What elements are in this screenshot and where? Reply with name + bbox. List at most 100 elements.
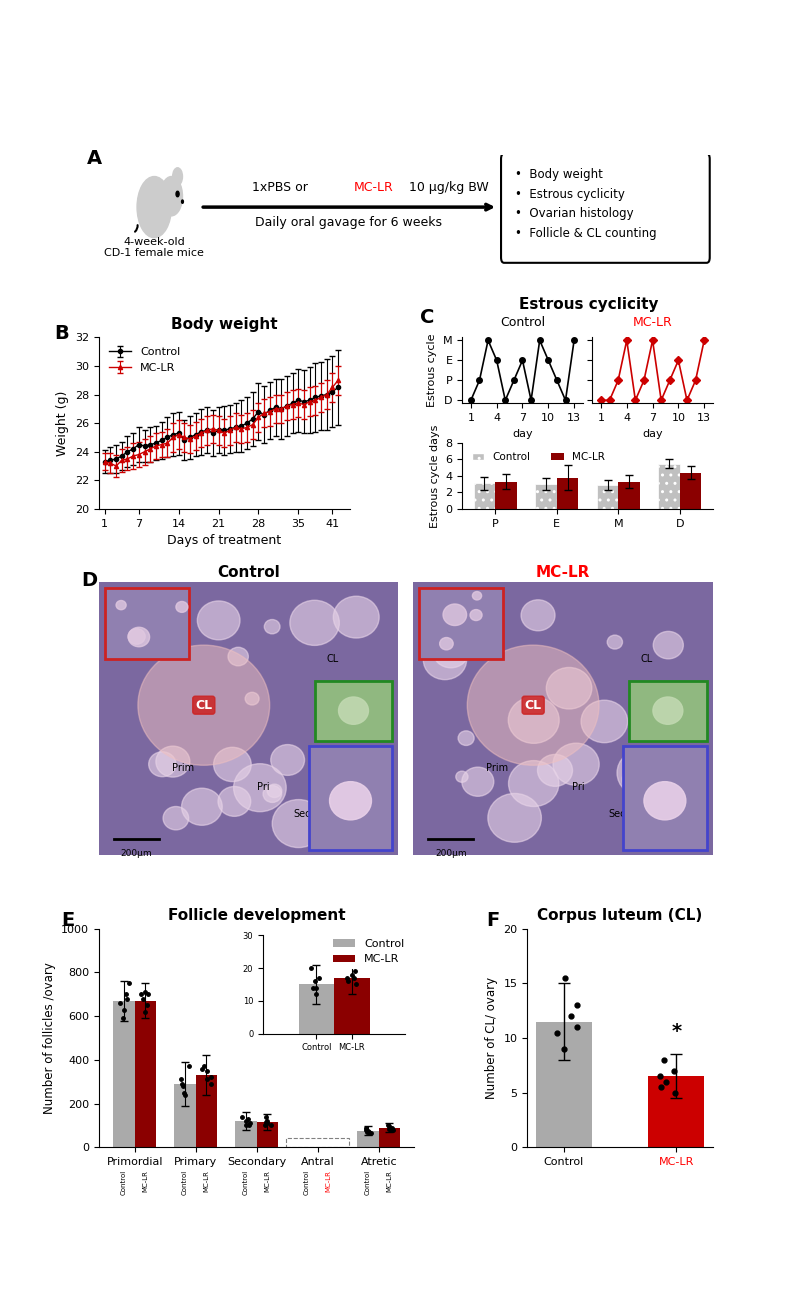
Circle shape [149,751,176,777]
Circle shape [272,799,325,848]
Text: Pri: Pri [257,782,270,793]
Bar [629,681,706,741]
Circle shape [128,628,150,647]
Circle shape [173,168,182,186]
Bar [357,1130,379,1147]
Bar [619,482,640,509]
Bar [535,485,557,509]
Circle shape [607,635,623,650]
Text: CL: CL [129,619,141,628]
Y-axis label: Number of CL/ ovary: Number of CL/ ovary [485,977,498,1100]
Bar [309,746,392,849]
Text: Daily oral gavage for 6 weeks: Daily oral gavage for 6 weeks [255,215,442,229]
Text: 4-week-old
CD-1 female mice: 4-week-old CD-1 female mice [105,237,204,259]
Text: 200μm: 200μm [435,848,466,857]
Circle shape [267,784,282,798]
Text: Control: Control [304,1170,310,1195]
Circle shape [433,635,469,668]
Text: CL: CL [196,699,212,712]
Circle shape [653,632,683,659]
Legend: Control, MC-LR: Control, MC-LR [467,449,609,467]
Circle shape [538,754,573,786]
Text: F: F [486,911,500,931]
Text: 200μm: 200μm [120,848,152,857]
Text: CL: CL [326,654,339,664]
Circle shape [508,761,559,807]
Text: MC-LR: MC-LR [633,316,672,330]
Y-axis label: Weight (g): Weight (g) [56,391,70,456]
Circle shape [581,700,627,742]
Title: Body weight: Body weight [171,317,277,333]
Text: Prim: Prim [172,763,194,773]
Text: C: C [420,308,435,326]
Text: MC-LR: MC-LR [326,1170,331,1192]
Circle shape [644,781,686,820]
Bar [105,588,188,659]
Circle shape [333,597,379,638]
Bar [420,588,503,659]
Bar [196,1075,217,1147]
Text: Control: Control [182,1170,188,1195]
Text: Prim: Prim [486,763,508,773]
Title: Follicle development: Follicle development [168,909,345,923]
Circle shape [329,781,371,820]
Circle shape [160,177,182,215]
Circle shape [228,647,249,666]
Circle shape [458,731,474,745]
Circle shape [462,767,493,797]
Circle shape [138,644,269,766]
Text: MC-LR: MC-LR [354,180,394,193]
Bar [658,464,680,509]
X-axis label: Days of treatment: Days of treatment [167,534,281,548]
FancyBboxPatch shape [413,583,713,856]
Text: D: D [81,571,97,590]
Title: Corpus luteum (CL): Corpus luteum (CL) [538,909,703,923]
Circle shape [623,762,661,798]
Circle shape [234,763,286,812]
Circle shape [467,644,599,766]
Bar [314,681,392,741]
Circle shape [271,745,305,776]
Circle shape [455,641,476,660]
Text: E: E [61,911,74,931]
Text: •  Estrous cyclicity: • Estrous cyclicity [515,187,625,201]
FancyBboxPatch shape [501,153,710,263]
Circle shape [181,788,223,825]
Text: Sec: Sec [608,809,626,820]
Bar [174,1084,196,1147]
Text: Pri: Pri [572,782,584,793]
Y-axis label: Number of follicles /ovary: Number of follicles /ovary [43,962,55,1114]
Circle shape [455,771,468,782]
Text: CL: CL [641,654,653,664]
Text: CL: CL [524,699,542,712]
Text: Control: Control [365,1170,371,1195]
Text: 1xPBS or: 1xPBS or [253,180,312,193]
Circle shape [263,785,282,803]
Bar [495,482,516,509]
Text: Sec: Sec [294,809,311,820]
Circle shape [176,191,179,197]
Circle shape [521,599,555,630]
Bar [648,1076,704,1147]
Circle shape [137,177,171,237]
Circle shape [116,601,126,610]
Circle shape [338,697,368,724]
Legend: Control, MC-LR: Control, MC-LR [105,343,185,378]
Text: •  Follicle & CL counting: • Follicle & CL counting [515,227,657,240]
Circle shape [246,692,259,705]
Circle shape [124,621,162,656]
Title: Control: Control [217,565,280,580]
Y-axis label: Estrous cycle: Estrous cycle [428,334,437,407]
Circle shape [290,601,339,646]
Circle shape [265,620,280,634]
Text: MC-LR: MC-LR [265,1170,270,1192]
Bar [680,473,702,509]
Text: •  Body weight: • Body weight [515,168,603,180]
X-axis label: day: day [642,428,663,438]
FancyBboxPatch shape [99,583,398,856]
Text: CL: CL [444,619,455,628]
Text: Control: Control [243,1170,249,1195]
Circle shape [218,786,251,816]
Circle shape [508,697,559,744]
Text: Control: Control [500,316,545,330]
